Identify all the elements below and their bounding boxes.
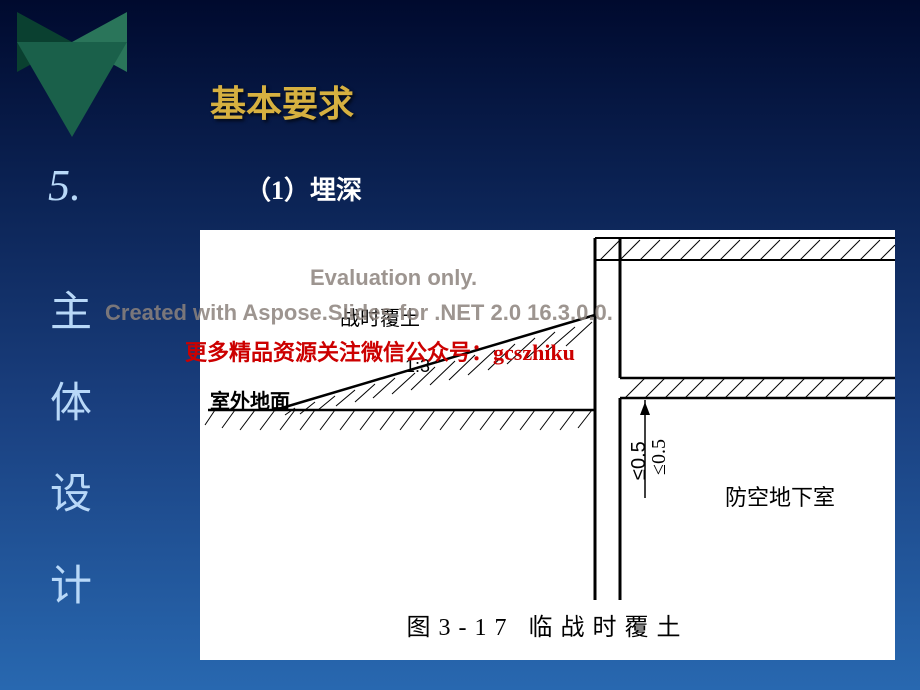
watermark-line-1: Evaluation only. bbox=[310, 265, 477, 291]
sidebar-vertical-label: 主 体 设 计 bbox=[50, 280, 92, 645]
decorative-triangle bbox=[12, 12, 132, 142]
v-char-1: 主 bbox=[50, 280, 92, 347]
diagram-caption: 图3-17 临战时覆土 bbox=[200, 607, 895, 642]
page-title: 基本要求 bbox=[210, 75, 354, 127]
label-outdoor-ground: 室外地面 bbox=[210, 385, 290, 414]
v-char-4: 计 bbox=[50, 554, 92, 621]
label-dimension: ≤0.5 bbox=[628, 441, 651, 480]
subtitle: （1）埋深 bbox=[245, 170, 362, 207]
label-basement: 防空地下室 bbox=[725, 480, 835, 512]
dim-text-inline: ≤0.5 bbox=[648, 439, 670, 475]
v-char-3: 设 bbox=[50, 462, 92, 529]
diagram-svg: ≤0.5 bbox=[200, 230, 895, 660]
watermark-line-3: 更多精品资源关注微信公众号：gcszhiku bbox=[185, 335, 575, 367]
section-number: 5. bbox=[48, 160, 81, 211]
watermark-line-2: Created with Aspose.Slides for .NET 2.0 … bbox=[105, 300, 613, 326]
technical-diagram: ≤0.5 战时覆土 1:3 室外地面 ≤0.5 防空地下室 图3-17 临战时覆… bbox=[200, 230, 895, 660]
v-char-2: 体 bbox=[50, 371, 92, 438]
